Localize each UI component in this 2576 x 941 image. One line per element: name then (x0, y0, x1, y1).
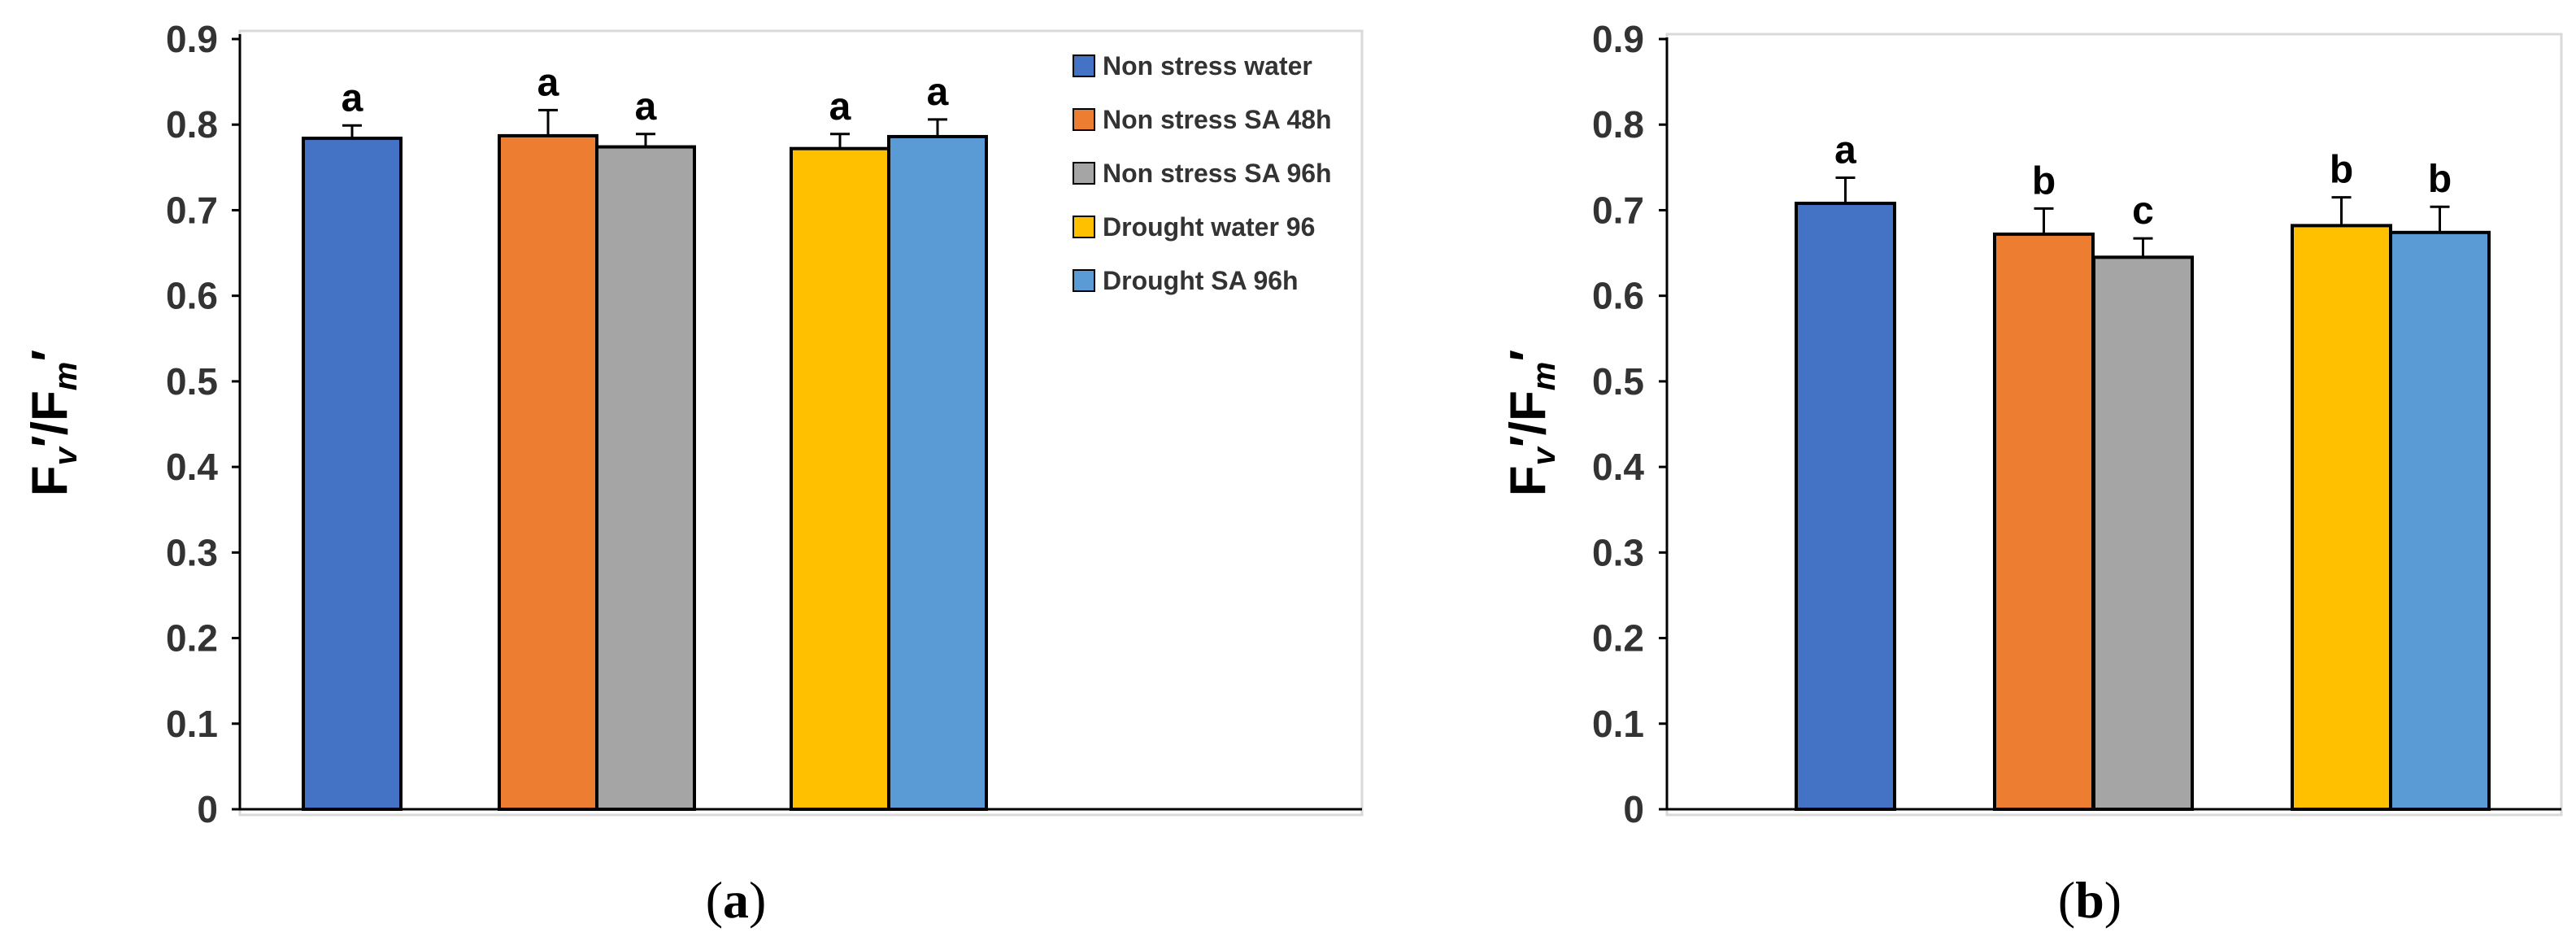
panel-a: 0 0.1 0.2 0.3 0.4 0.5 0.6 0.7 0.8 0.9 a a a a a Fv′/F… (22, 18, 1364, 929)
bar (302, 137, 402, 811)
y-tick-label: 0.5 (166, 360, 218, 403)
bar (2389, 230, 2491, 811)
legend-swatch (1073, 269, 1095, 292)
y-tick-label: 0 (197, 788, 218, 830)
y-tick-label: 0.2 (166, 617, 218, 660)
y-tick-label: 0.9 (166, 18, 218, 60)
y-tick-label: 0.6 (1592, 275, 1644, 317)
legend-swatch (1073, 216, 1095, 238)
y-tick-label: 0.4 (166, 446, 218, 488)
panel-a-legend: Non stress water Non stress SA 48h Non str… (1073, 51, 1332, 295)
bar (887, 134, 988, 812)
bar (2092, 255, 2194, 812)
significance-letter: b (2428, 158, 2452, 201)
significance-letter: a (1834, 129, 1856, 172)
panel-a-y-ticks: 0 0.1 0.2 0.3 0.4 0.5 0.6 0.7 0.8 0.9 (166, 18, 240, 830)
panel-b-caption: (b) (2058, 871, 2121, 929)
y-tick-label: 0.1 (166, 703, 218, 745)
legend-swatch (1073, 162, 1095, 185)
legend-label: Non stress SA 48h (1103, 105, 1332, 134)
y-tick-label: 0.3 (1592, 531, 1644, 573)
significance-letter: c (2132, 190, 2154, 233)
y-tick-label: 0.2 (1592, 617, 1644, 660)
panel-a-y-axis-label: Fv′/Fm′ (22, 350, 84, 497)
legend-swatch (1073, 108, 1095, 131)
legend-swatch (1073, 54, 1095, 77)
panel-b-bars: a b c b b (1795, 129, 2491, 812)
bar (790, 146, 890, 811)
panel-a-caption: (a) (706, 871, 767, 929)
significance-letter: a (829, 85, 851, 129)
y-tick-label: 0.1 (1592, 703, 1644, 745)
y-tick-label: 0.5 (1592, 360, 1644, 403)
legend-label: Non stress SA 96h (1103, 159, 1332, 188)
significance-letter: b (2330, 149, 2353, 192)
panel-a-bars: a aa a a (302, 61, 988, 812)
legend-label: Drought water 96 (1103, 212, 1315, 242)
legend-label: Non stress water (1103, 51, 1312, 81)
y-tick-label: 0.8 (166, 103, 218, 146)
significance-letter: a (537, 61, 559, 104)
y-tick-label: 0.8 (1592, 103, 1644, 146)
bar (1795, 202, 1896, 811)
y-tick-label: 0.3 (166, 531, 218, 573)
significance-letter: a (342, 76, 363, 120)
y-tick-label: 0.9 (1592, 18, 1644, 60)
bar (2291, 224, 2392, 811)
bar (498, 133, 598, 811)
panel-b: 0 0.1 0.2 0.3 0.4 0.5 0.6 0.7 0.8 0.9 a b c b b Fv′/F… (1500, 18, 2563, 929)
significance-letter: a (635, 85, 657, 129)
y-tick-label: 0.7 (166, 189, 218, 231)
y-tick-label: 0 (1623, 788, 1644, 830)
y-tick-label: 0.4 (1592, 446, 1644, 488)
bar (1993, 232, 2095, 811)
y-tick-label: 0.6 (166, 275, 218, 317)
bar (595, 145, 696, 811)
legend-label: Drought SA 96h (1103, 266, 1299, 295)
y-tick-label: 0.7 (1592, 189, 1644, 231)
panel-b-y-ticks: 0 0.1 0.2 0.3 0.4 0.5 0.6 0.7 0.8 0.9 (1592, 18, 1667, 830)
panel-b-y-axis-label: Fv′/Fm′ (1500, 350, 1562, 497)
significance-letter: a (927, 71, 949, 114)
significance-letter: b (2032, 159, 2056, 203)
